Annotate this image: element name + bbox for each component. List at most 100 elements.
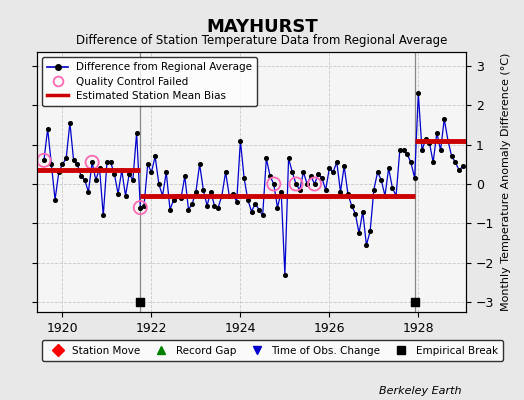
Text: Difference of Station Temperature Data from Regional Average: Difference of Station Temperature Data f… — [77, 34, 447, 47]
Point — [418, 147, 426, 154]
Point — [310, 181, 319, 187]
Point — [184, 206, 193, 213]
Point — [388, 185, 397, 191]
Point — [106, 159, 115, 166]
Point — [296, 187, 304, 193]
Point — [58, 161, 67, 168]
Point — [344, 191, 352, 197]
Point — [225, 192, 234, 199]
Point — [244, 196, 252, 203]
Point — [210, 202, 219, 209]
Point — [318, 175, 326, 181]
Point — [414, 90, 422, 96]
Point — [436, 147, 445, 154]
Point — [144, 161, 152, 168]
Point — [158, 192, 167, 199]
Point — [385, 165, 393, 172]
Point — [362, 242, 370, 248]
Y-axis label: Monthly Temperature Anomaly Difference (°C): Monthly Temperature Anomaly Difference (… — [501, 53, 511, 311]
Point — [199, 187, 208, 193]
Point — [66, 120, 74, 126]
Point — [351, 210, 359, 217]
Point — [285, 155, 293, 162]
Point — [195, 161, 204, 168]
Point — [299, 169, 308, 175]
Point — [62, 155, 70, 162]
Point — [329, 169, 337, 175]
Point — [173, 192, 181, 199]
Point — [192, 189, 200, 195]
Point — [307, 173, 315, 179]
Point — [277, 189, 286, 195]
Point — [458, 163, 467, 170]
Point — [314, 171, 322, 177]
Point — [410, 175, 419, 181]
Point — [281, 271, 289, 278]
Point — [177, 194, 185, 201]
Point — [399, 147, 408, 154]
Point — [95, 165, 104, 172]
Point — [206, 189, 215, 195]
Legend: Difference from Regional Average, Quality Control Failed, Estimated Station Mean: Difference from Regional Average, Qualit… — [42, 57, 257, 106]
Point — [273, 204, 281, 211]
Point — [54, 169, 63, 175]
Point — [214, 204, 222, 211]
Point — [140, 202, 148, 209]
Point — [251, 200, 259, 207]
Point — [122, 192, 130, 199]
Point — [147, 169, 156, 175]
Text: MAYHURST: MAYHURST — [206, 18, 318, 36]
Point — [169, 196, 178, 203]
Point — [81, 177, 89, 183]
Text: Berkeley Earth: Berkeley Earth — [379, 386, 461, 396]
Point — [411, 299, 419, 305]
Point — [43, 126, 52, 132]
Point — [258, 212, 267, 219]
Point — [292, 181, 300, 187]
Point — [269, 181, 278, 187]
Point — [433, 130, 441, 136]
Point — [40, 157, 48, 164]
Point — [166, 206, 174, 213]
Point — [358, 208, 367, 215]
Point — [117, 167, 126, 173]
Point — [333, 159, 341, 166]
Point — [347, 202, 356, 209]
Point — [447, 153, 456, 160]
Point — [92, 177, 100, 183]
Point — [440, 116, 449, 122]
Point — [288, 169, 297, 175]
Point — [47, 161, 56, 168]
Point — [151, 153, 159, 160]
Point — [73, 161, 82, 168]
Point — [366, 228, 374, 234]
Point — [377, 177, 386, 183]
Point — [336, 189, 345, 195]
Point — [262, 155, 270, 162]
Point — [155, 181, 163, 187]
Point — [203, 202, 211, 209]
Point — [103, 159, 111, 166]
Point — [240, 175, 248, 181]
Point — [340, 163, 348, 170]
Point — [133, 130, 141, 136]
Point — [110, 171, 118, 177]
Point — [269, 181, 278, 187]
Point — [355, 230, 363, 236]
Point — [266, 173, 274, 179]
Point — [303, 181, 311, 187]
Point — [247, 208, 256, 215]
Point — [310, 181, 319, 187]
Point — [217, 192, 226, 199]
Point — [114, 191, 122, 197]
Legend: Station Move, Record Gap, Time of Obs. Change, Empirical Break: Station Move, Record Gap, Time of Obs. C… — [42, 340, 504, 361]
Point — [125, 171, 134, 177]
Point — [51, 196, 59, 203]
Point — [136, 204, 145, 211]
Point — [455, 167, 463, 173]
Point — [369, 187, 378, 193]
Point — [381, 192, 389, 199]
Point — [136, 204, 145, 211]
Point — [292, 181, 300, 187]
Point — [429, 159, 438, 166]
